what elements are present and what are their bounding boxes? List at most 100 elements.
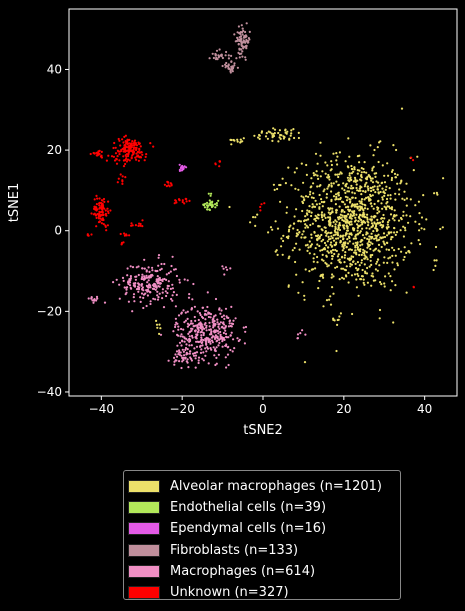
data-point <box>338 205 341 208</box>
data-point <box>366 232 369 235</box>
data-point <box>387 272 390 275</box>
data-point <box>338 258 341 261</box>
data-point <box>403 255 406 259</box>
data-point <box>364 190 367 194</box>
data-point <box>349 176 352 179</box>
data-point <box>141 267 144 270</box>
data-point <box>228 205 231 209</box>
data-point <box>341 249 344 252</box>
data-point <box>237 25 240 28</box>
data-point <box>100 150 103 153</box>
data-point <box>328 175 331 178</box>
data-point <box>368 199 371 202</box>
data-point <box>403 226 407 229</box>
data-point <box>289 224 292 227</box>
data-point <box>371 181 375 184</box>
data-point <box>385 208 388 211</box>
data-point <box>349 198 352 201</box>
data-point <box>194 366 197 369</box>
data-point <box>328 208 331 211</box>
data-point <box>355 186 358 190</box>
data-point <box>266 137 269 140</box>
data-point <box>273 132 276 135</box>
data-point <box>95 206 98 209</box>
data-point <box>378 308 382 312</box>
data-point <box>239 141 242 144</box>
data-point <box>303 294 306 297</box>
data-point <box>106 207 109 210</box>
data-point <box>229 334 232 337</box>
data-point <box>209 328 212 331</box>
data-point <box>335 211 338 214</box>
data-point <box>358 205 361 208</box>
data-point <box>313 218 316 221</box>
data-point <box>353 203 357 206</box>
data-point <box>184 356 187 359</box>
data-point <box>181 356 184 359</box>
series-0 <box>155 107 445 364</box>
data-point <box>102 223 105 226</box>
data-point <box>287 230 290 233</box>
data-point <box>337 253 340 256</box>
data-point <box>228 322 231 325</box>
data-point <box>295 273 298 276</box>
data-point <box>342 237 345 240</box>
data-point <box>318 207 321 210</box>
data-point <box>225 64 228 68</box>
data-point <box>321 170 324 173</box>
data-point <box>171 299 174 302</box>
data-point <box>149 300 152 303</box>
data-point <box>245 22 248 25</box>
data-point <box>320 213 323 216</box>
data-point <box>340 267 343 270</box>
data-point <box>256 213 259 216</box>
data-point <box>139 300 142 303</box>
data-point <box>361 227 364 230</box>
data-point <box>110 155 114 158</box>
data-point <box>330 190 333 193</box>
data-point <box>156 298 160 301</box>
data-point <box>369 202 372 205</box>
data-point <box>349 215 352 218</box>
data-point <box>260 131 263 134</box>
data-point <box>316 243 319 246</box>
data-point <box>377 160 380 164</box>
data-point <box>203 206 207 209</box>
data-point <box>297 136 300 140</box>
data-point <box>101 206 104 209</box>
data-point <box>149 302 152 306</box>
data-point <box>381 198 384 201</box>
data-point <box>195 345 199 348</box>
data-point <box>337 226 340 229</box>
data-point <box>301 209 304 213</box>
data-point <box>317 234 320 237</box>
data-point <box>131 266 135 269</box>
data-point <box>157 264 160 267</box>
data-point <box>248 38 251 41</box>
data-point <box>274 250 277 253</box>
data-point <box>279 137 282 140</box>
data-point <box>208 57 211 60</box>
data-point <box>385 248 388 251</box>
data-point <box>95 225 98 228</box>
data-point <box>220 336 223 340</box>
data-point <box>289 134 292 137</box>
data-point <box>402 235 405 238</box>
data-point <box>215 49 219 52</box>
data-point <box>336 163 339 166</box>
data-point <box>185 200 188 203</box>
data-point <box>127 282 130 286</box>
data-point <box>131 310 134 313</box>
data-point <box>380 245 383 249</box>
data-point <box>207 315 210 319</box>
data-point <box>161 278 164 281</box>
data-point <box>125 145 128 149</box>
data-point <box>371 225 374 228</box>
data-point <box>231 322 235 326</box>
data-point <box>272 127 275 130</box>
data-point <box>344 242 347 245</box>
data-point <box>230 60 233 63</box>
data-point <box>208 338 211 341</box>
legend-label: Macrophages (n=614) <box>170 563 316 579</box>
data-point <box>389 256 392 259</box>
